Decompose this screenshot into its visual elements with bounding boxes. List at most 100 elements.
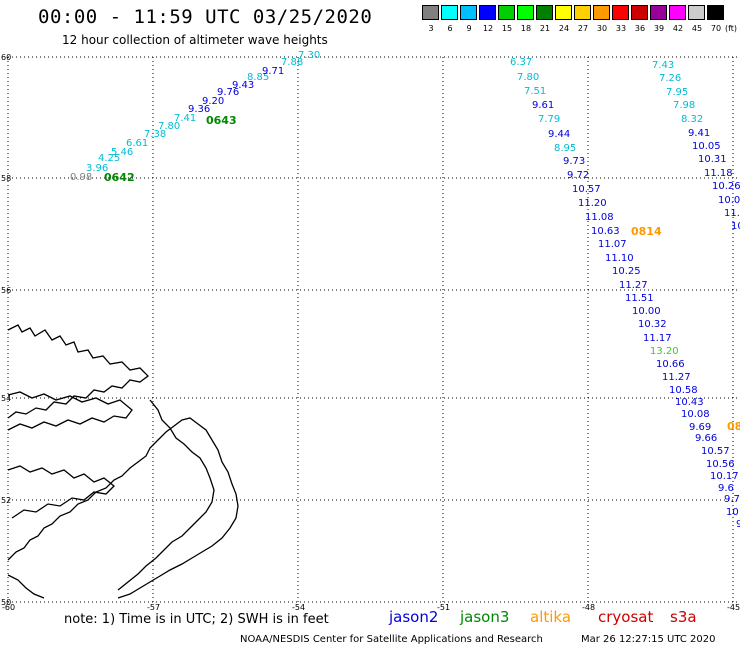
wave-height-value: 5.46 xyxy=(111,147,133,158)
legend-swatch xyxy=(555,5,572,20)
wave-height-value: 9.43 xyxy=(232,80,254,91)
wave-height-value: 10.63 xyxy=(591,226,620,237)
wave-height-value: 3.96 xyxy=(86,163,108,174)
wave-height-value: 7.38 xyxy=(144,129,166,140)
graticule xyxy=(7,56,740,603)
wave-height-value: 9.44 xyxy=(548,129,570,140)
legend-label: 24 xyxy=(558,24,570,33)
mission-s3a: s3a xyxy=(670,608,697,626)
wave-height-value: 10.32 xyxy=(638,319,667,330)
wave-height-value: 4.25 xyxy=(98,153,120,164)
legend-label: 9 xyxy=(466,24,472,33)
coastline-labrador xyxy=(7,324,149,419)
legend-swatch xyxy=(441,5,458,20)
latitude-label: 58 xyxy=(1,174,11,183)
wave-height-value: 7.98 xyxy=(673,100,695,111)
legend-label: 45 xyxy=(691,24,703,33)
wave-height-value: 10.25 xyxy=(612,266,641,277)
longitude-label: -45 xyxy=(727,603,740,612)
wave-height-value: 11.17 xyxy=(643,333,672,344)
legend-swatch xyxy=(669,5,686,20)
latitude-label: 54 xyxy=(1,394,11,403)
longitude-label: -54 xyxy=(292,603,305,612)
wave-height-value: 11.08 xyxy=(585,212,614,223)
wave-height-value: 9.20 xyxy=(202,96,224,107)
credit-line: NOAA/NESDIS Center for Satellite Applica… xyxy=(240,634,543,645)
wave-height-value: 7.43 xyxy=(652,60,674,71)
wave-height-value: 10.17 xyxy=(710,471,739,482)
legend-swatch xyxy=(479,5,496,20)
wave-height-value: 9.76 xyxy=(217,87,239,98)
wave-height-value: 7.95 xyxy=(666,87,688,98)
legend-label: 18 xyxy=(520,24,532,33)
wave-height-value: 9.41 xyxy=(688,128,710,139)
footnote: note: 1) Time is in UTC; 2) SWH is in fe… xyxy=(64,612,329,627)
wave-height-value: 10.0 xyxy=(718,195,740,206)
longitude-label: -60 xyxy=(2,603,15,612)
wave-height-value: 10.57 xyxy=(572,184,601,195)
pass-time-label: 0643 xyxy=(206,114,237,127)
wave-height-value: 10.66 xyxy=(656,359,685,370)
wave-height-value: 10.08 xyxy=(681,409,710,420)
wave-height-value: 11.18 xyxy=(704,168,733,179)
legend-swatch xyxy=(460,5,477,20)
wave-height-value: 6.61 xyxy=(126,138,148,149)
legend-label: 3 xyxy=(428,24,434,33)
legend-label: 27 xyxy=(577,24,589,33)
legend-label: 21 xyxy=(539,24,551,33)
wave-height-value: 7.51 xyxy=(524,86,546,97)
pass-time-label: 08 xyxy=(727,420,740,433)
wave-height-value: 9.7 xyxy=(724,494,740,505)
mission-jason3: jason3 xyxy=(460,608,510,626)
legend-label: 42 xyxy=(672,24,684,33)
legend-swatch xyxy=(498,5,515,20)
coastline-strait xyxy=(7,465,115,519)
wave-height-observations: 0.983.964.255.466.617.387.807.419.369.20… xyxy=(70,50,740,530)
wave-height-value: 13.20 xyxy=(650,346,679,357)
wave-height-value: 10.57 xyxy=(701,446,730,457)
wave-height-value: 8.85 xyxy=(247,72,269,83)
coastline-newfoundland-east xyxy=(117,399,215,591)
wave-height-value: 11. xyxy=(724,208,740,219)
wave-height-value: 7.88 xyxy=(281,57,303,68)
wave-height-value: 8.95 xyxy=(554,143,576,154)
latitude-label: 52 xyxy=(1,496,11,505)
longitude-label: -51 xyxy=(437,603,450,612)
legend-swatch xyxy=(650,5,667,20)
legend-swatch xyxy=(422,5,439,20)
wave-height-value: 7.80 xyxy=(158,121,180,132)
legend-swatch xyxy=(707,5,724,20)
wave-height-value: 10.43 xyxy=(675,397,704,408)
generation-timestamp: Mar 26 12:27:15 UTC 2020 xyxy=(581,634,716,645)
wave-height-value: 9.69 xyxy=(689,422,711,433)
wave-height-value: 10.00 xyxy=(632,306,661,317)
legend-swatch xyxy=(517,5,534,20)
legend-label: 70 xyxy=(710,24,722,33)
legend-swatch xyxy=(612,5,629,20)
legend-label: 15 xyxy=(501,24,513,33)
coastline-inner-bays xyxy=(7,391,133,431)
wave-height-value: 11.20 xyxy=(578,198,607,209)
longitude-label: -57 xyxy=(147,603,160,612)
legend-swatch xyxy=(536,5,553,20)
latitude-label: 60 xyxy=(1,53,11,62)
wave-height-value: 7.26 xyxy=(659,73,681,84)
wave-height-value: 0.98 xyxy=(70,172,92,183)
wave-height-value: 11.27 xyxy=(662,372,691,383)
pass-time-label: 0642 xyxy=(104,171,135,184)
legend-unit: (ft) xyxy=(725,24,738,33)
wave-height-value: 9.66 xyxy=(695,433,717,444)
pass-time-label: 0814 xyxy=(631,225,662,238)
wave-height-value: 10 xyxy=(731,221,740,232)
wave-height-value: 11.27 xyxy=(619,280,648,291)
legend-swatch xyxy=(593,5,610,20)
longitude-label: -48 xyxy=(582,603,595,612)
wave-height-value: 9.73 xyxy=(563,156,585,167)
coastline-newfoundland-west xyxy=(7,417,239,599)
legend-label: 36 xyxy=(634,24,646,33)
latitude-label: 56 xyxy=(1,286,11,295)
wave-height-value: 11.51 xyxy=(625,293,654,304)
wave-height-value: 9.36 xyxy=(188,104,210,115)
wave-height-value: 7.79 xyxy=(538,114,560,125)
